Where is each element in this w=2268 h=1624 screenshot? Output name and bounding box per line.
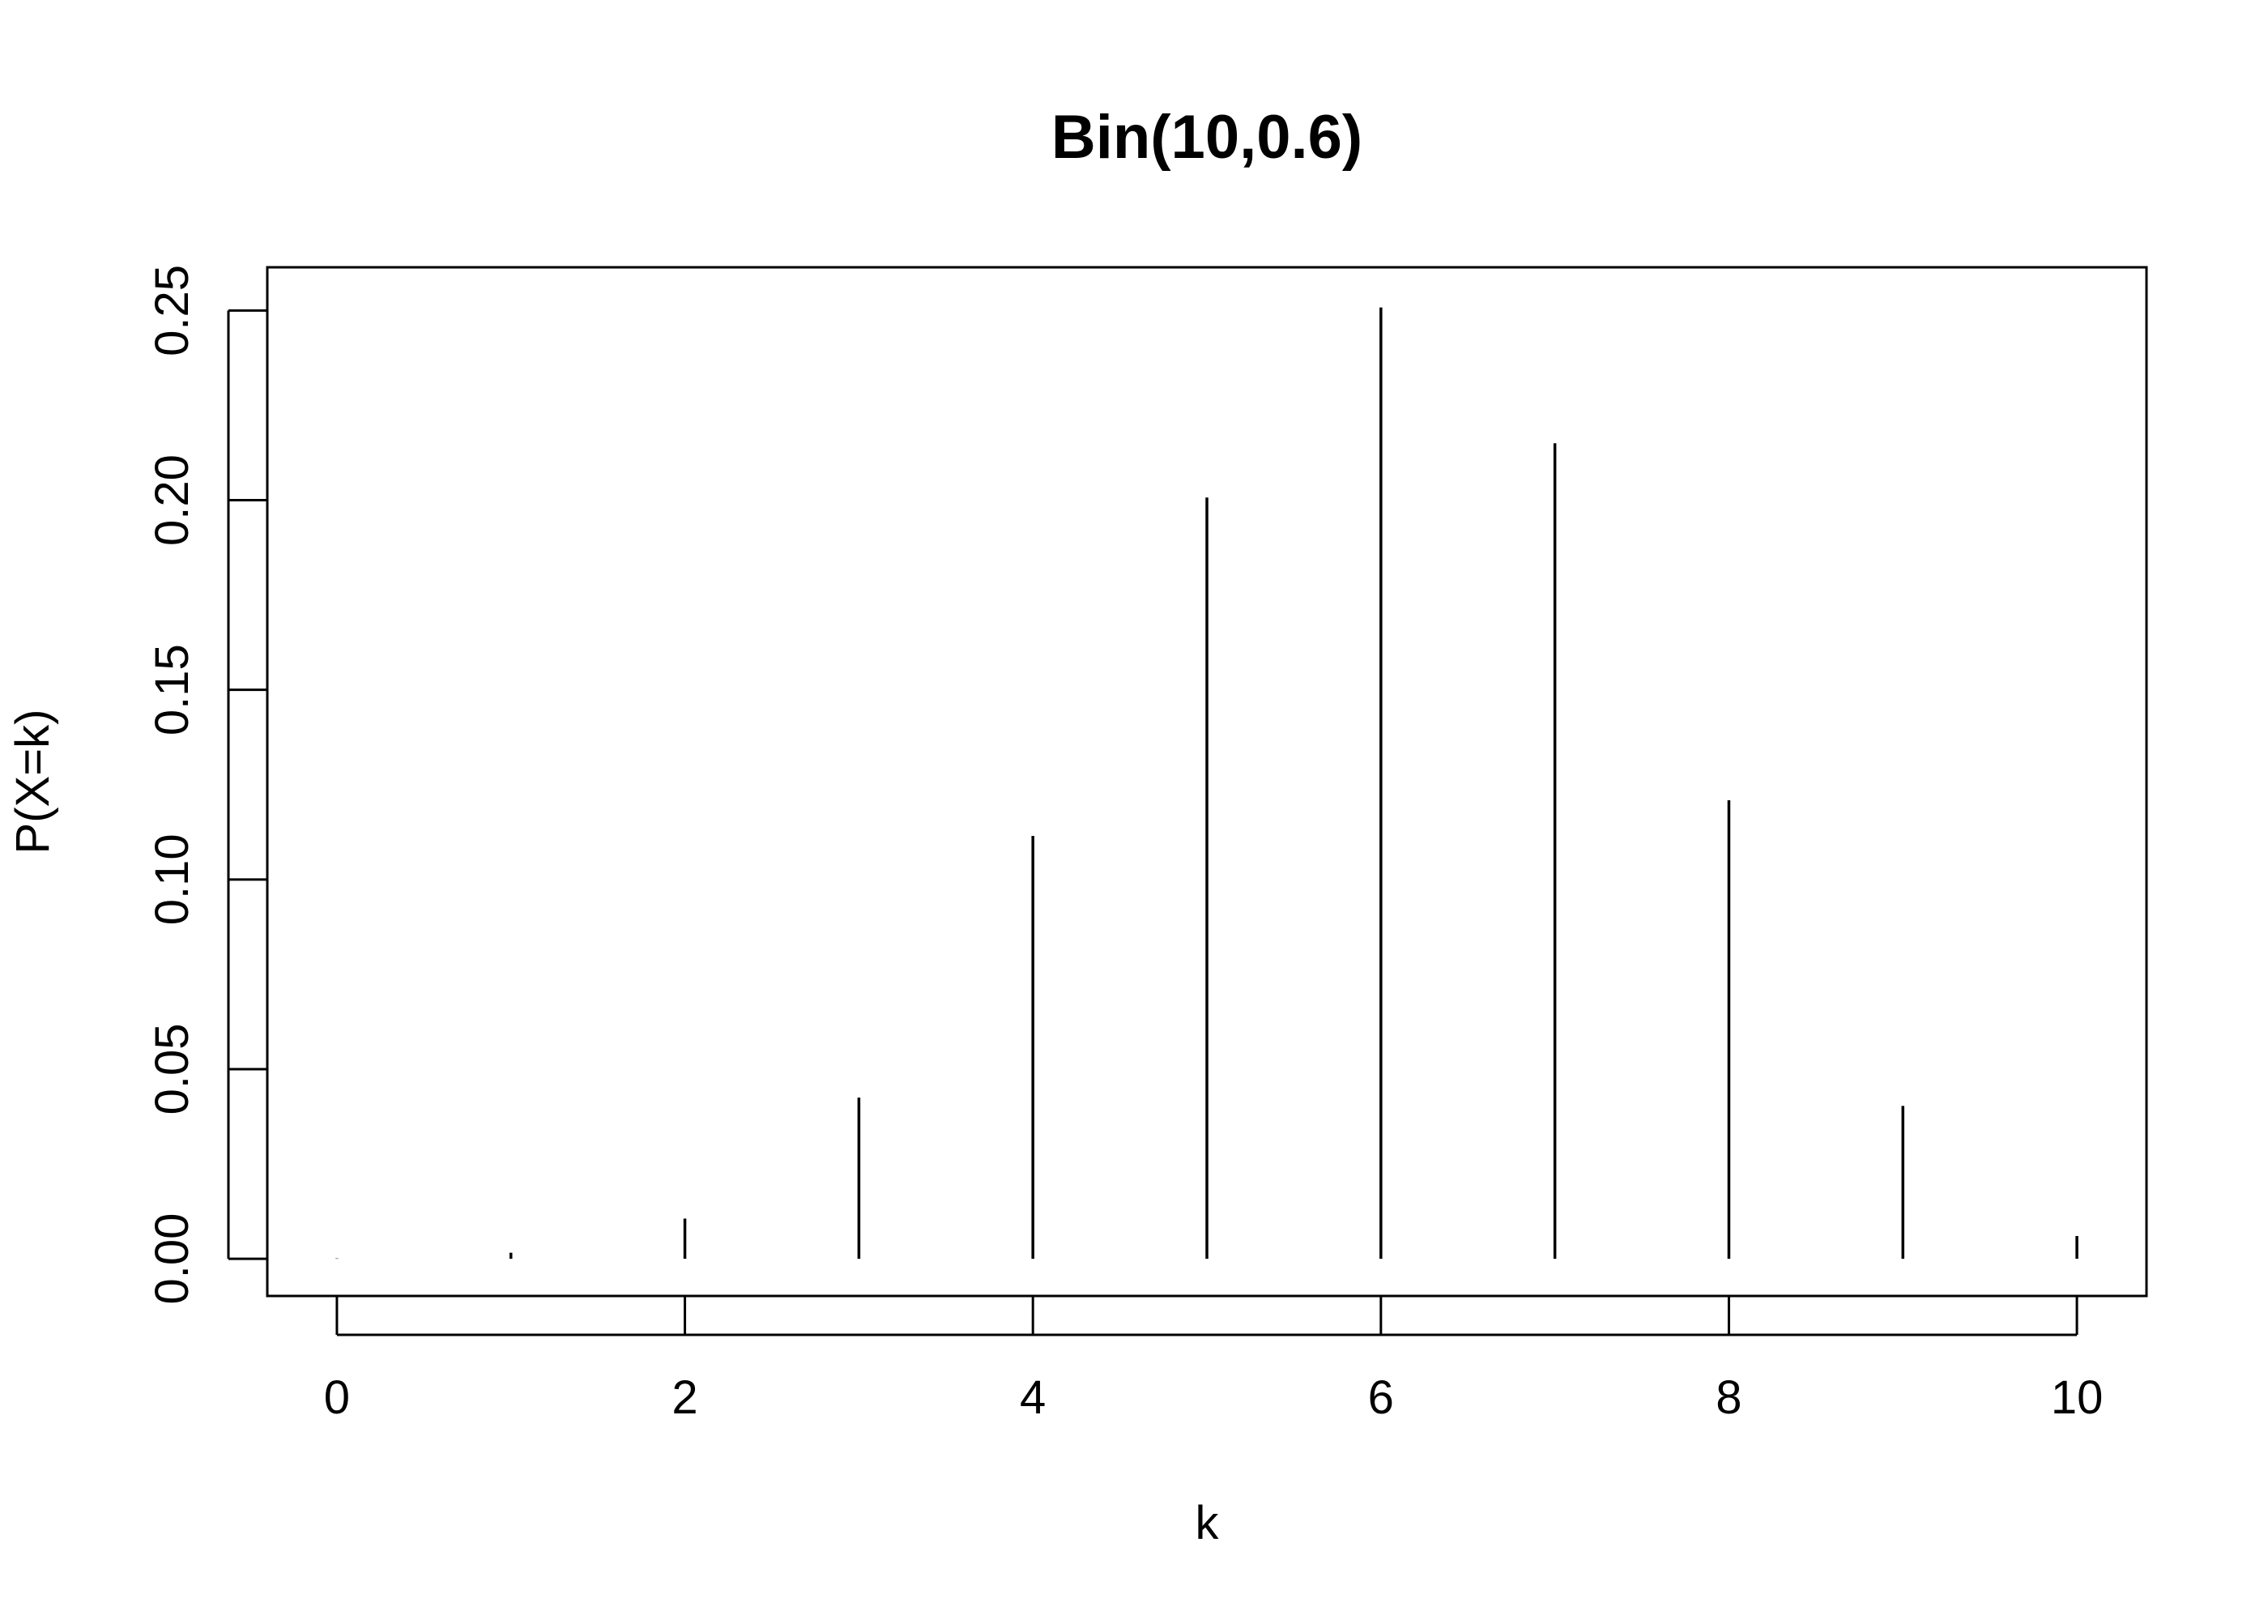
chart-title: Bin(10,0.6)	[1051, 103, 1362, 172]
x-axis-label: k	[1196, 1497, 1220, 1549]
y-tick-label: 0.10	[146, 833, 198, 925]
x-tick-label: 6	[1368, 1371, 1394, 1424]
x-axis: 0 2 4 6 8 10	[324, 1296, 2104, 1424]
y-tick-label: 0.00	[146, 1213, 198, 1305]
x-tick-label: 2	[671, 1371, 697, 1424]
spike-series	[335, 307, 2078, 1260]
y-tick-label: 0.15	[146, 644, 198, 735]
plot-frame	[266, 266, 2148, 1298]
y-tick-label: 0.05	[146, 1024, 198, 1115]
x-tick-label: 4	[1020, 1371, 1046, 1424]
x-tick-label: 0	[324, 1371, 350, 1424]
y-tick-label: 0.20	[146, 454, 198, 546]
y-tick-label: 0.25	[146, 265, 198, 356]
y-axis-label: P(X=k)	[6, 710, 59, 855]
x-tick-label: 8	[1716, 1371, 1742, 1424]
y-axis: 0.00 0.05 0.10 0.15 0.20 0.25	[146, 265, 267, 1305]
x-tick-label: 10	[2051, 1371, 2104, 1424]
